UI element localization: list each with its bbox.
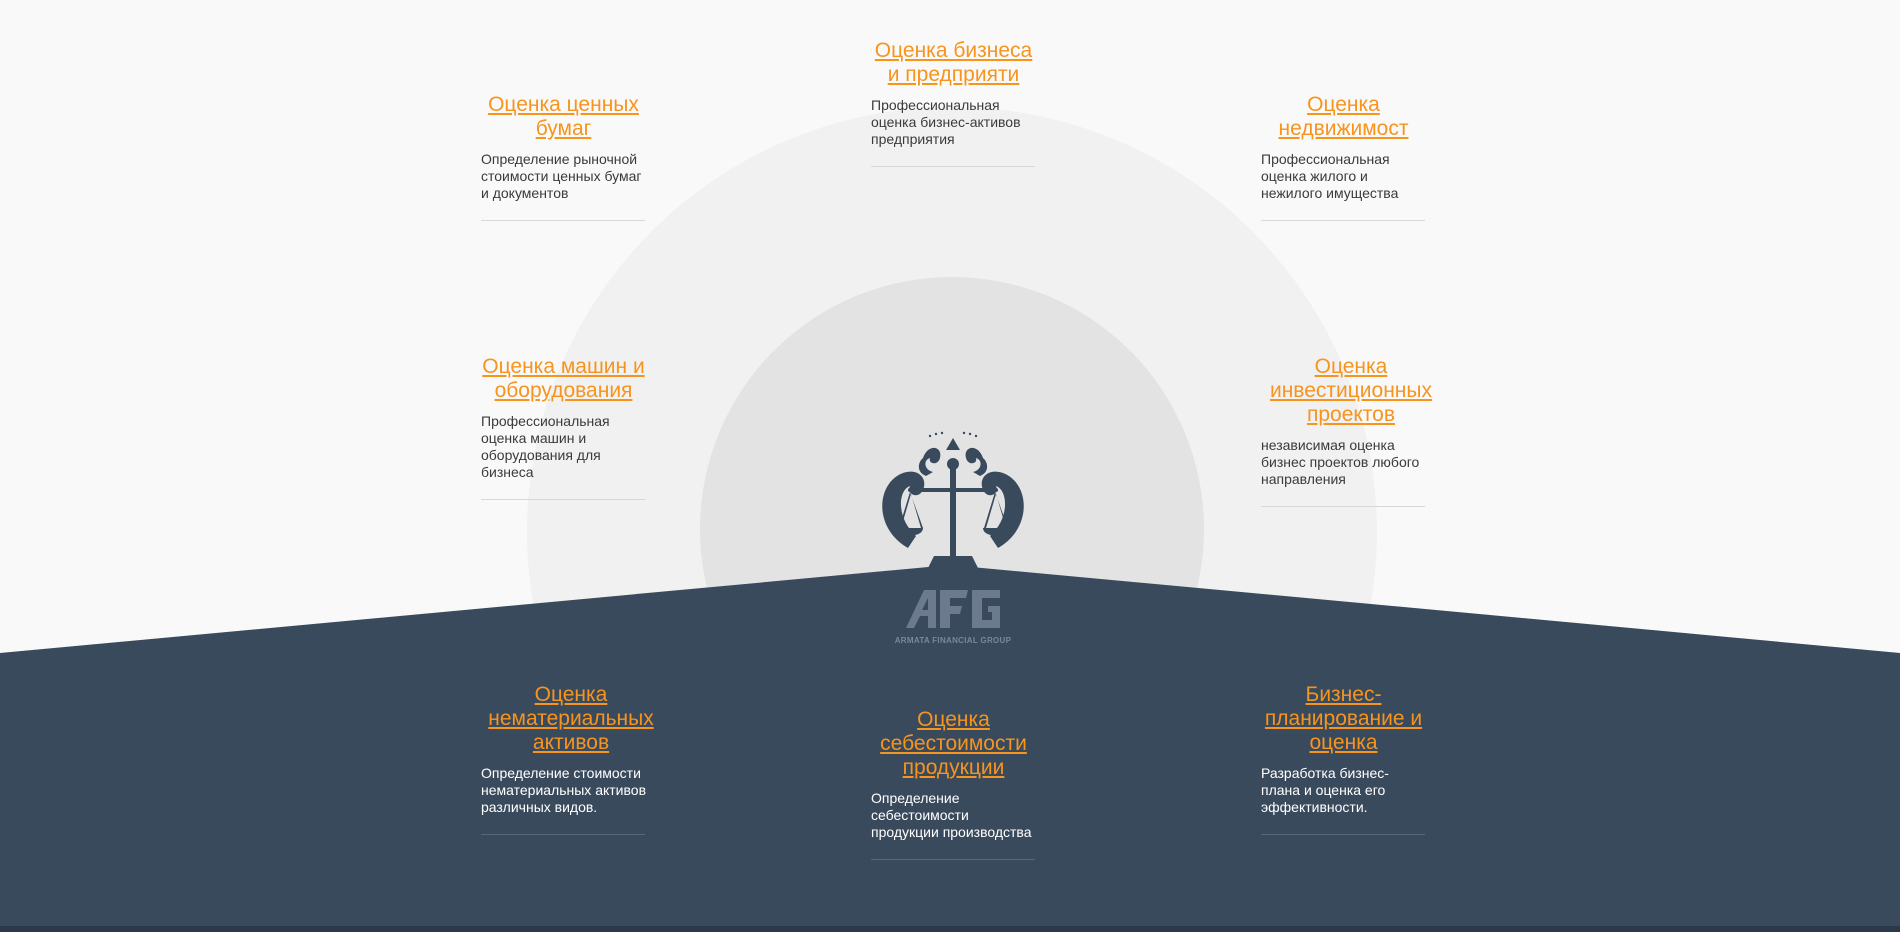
- divider: [1261, 220, 1425, 221]
- service-description: Определение рыночной стоимости ценных бу…: [481, 151, 642, 201]
- divider: [871, 166, 1035, 167]
- service-description: Профессиональная оценка жилого и нежилог…: [1261, 151, 1399, 201]
- service-card: Оценка машин и оборудования Профессионал…: [481, 355, 646, 500]
- divider: [481, 834, 645, 835]
- service-title-link[interactable]: Оценка недвижимост: [1278, 93, 1409, 140]
- scales-of-justice-icon: [882, 431, 1024, 568]
- service-card: Оценка нематериальных активов Определени…: [481, 683, 661, 835]
- company-logo: ARMATA FINANCIAL GROUP: [868, 428, 1038, 648]
- divider: [1261, 506, 1425, 507]
- divider: [871, 859, 1035, 860]
- divider: [481, 220, 645, 221]
- service-card: Оценка себестоимости продукции Определен…: [871, 708, 1036, 860]
- service-card: Бизнес-планирование и оценка Разработка …: [1261, 683, 1426, 835]
- logo-tagline: ARMATA FINANCIAL GROUP: [894, 636, 1012, 645]
- service-description: Профессиональная оценка машин и оборудов…: [481, 413, 610, 480]
- service-title-link[interactable]: Оценка машин и оборудования: [482, 355, 645, 402]
- service-title-link[interactable]: Оценка нематериальных активов: [488, 683, 654, 754]
- service-description: Определение стоимости нематериальных акт…: [481, 765, 647, 815]
- service-card: Оценка ценных бумаг Определение рыночной…: [481, 93, 646, 221]
- service-card: Оценка недвижимост Профессиональная оцен…: [1261, 93, 1426, 221]
- divider: [1261, 834, 1425, 835]
- service-description: Разработка бизнес-плана и оценка его эфф…: [1261, 765, 1389, 815]
- service-title-link[interactable]: Бизнес-планирование и оценка: [1264, 683, 1423, 754]
- service-title-link[interactable]: Оценка ценных бумаг: [488, 93, 639, 140]
- bottom-bar: [0, 926, 1900, 932]
- service-description: Определение себестоимости продукции прои…: [871, 790, 1032, 840]
- service-card: Оценка бизнеса и предприяти Профессионал…: [871, 39, 1036, 167]
- service-description: независимая оценка бизнес проектов любог…: [1261, 437, 1420, 487]
- service-title-link[interactable]: Оценка себестоимости продукции: [880, 708, 1027, 779]
- service-title-link[interactable]: Оценка бизнеса и предприяти: [874, 39, 1033, 86]
- afg-monogram-icon: [906, 590, 1000, 628]
- service-description: Профессиональная оценка бизнес-активов п…: [871, 97, 1021, 147]
- service-title-link[interactable]: Оценка инвестиционных проектов: [1269, 355, 1432, 426]
- divider: [481, 499, 645, 500]
- service-card: Оценка инвестиционных проектов независим…: [1261, 355, 1441, 507]
